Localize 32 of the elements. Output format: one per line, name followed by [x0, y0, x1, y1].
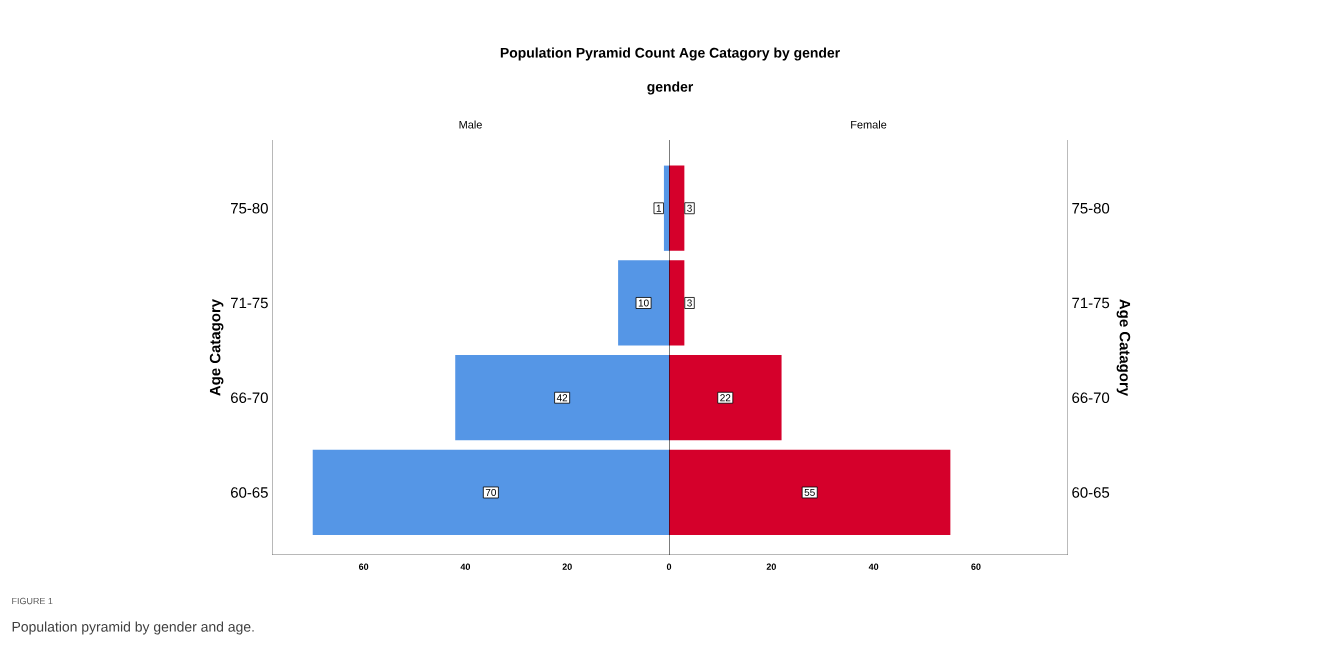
x-tick-label: 40	[868, 563, 879, 570]
data-label: 10	[638, 299, 649, 307]
x-tick-label: 40	[460, 563, 471, 570]
y-tick-label: 66-70	[1072, 392, 1110, 404]
y-tick-label: 75-80	[231, 202, 268, 214]
x-tick-label: 60	[358, 563, 369, 570]
bar	[669, 260, 685, 346]
chart-title: Female	[851, 120, 887, 129]
y-tick-label: 60-65	[1072, 487, 1110, 498]
y-tick-label: 75-80	[1072, 202, 1110, 214]
caption: FIGURE 1	[12, 597, 53, 605]
chart-title: Male	[459, 120, 482, 129]
x-tick-label: 20	[562, 563, 572, 570]
data-label: 22	[720, 394, 731, 402]
x-tick-label: 20	[766, 563, 776, 570]
data-label: 42	[556, 394, 568, 402]
y-tick-label: 66-70	[231, 392, 268, 404]
data-label: 3	[687, 299, 692, 307]
x-tick-label: 60	[971, 563, 981, 570]
data-label: 1	[656, 204, 662, 212]
text: Population pyramid by gender and age.	[12, 621, 254, 635]
text: Population Pyramid Count Age Catagory by gender	[500, 47, 840, 61]
y-tick-label: 71-75	[231, 297, 268, 309]
y-axis-title: Age Catagory	[209, 299, 224, 396]
data-label: 70	[485, 488, 497, 497]
y-tick-label: 60-65	[231, 487, 268, 498]
data-label: 3	[687, 204, 692, 212]
text: gender	[647, 81, 694, 95]
y-axis-title: Age Catagory	[1116, 299, 1131, 396]
data-label: 55	[804, 489, 815, 496]
y-tick-label: 71-75	[1072, 297, 1110, 309]
x-tick-label: 0	[666, 563, 672, 570]
